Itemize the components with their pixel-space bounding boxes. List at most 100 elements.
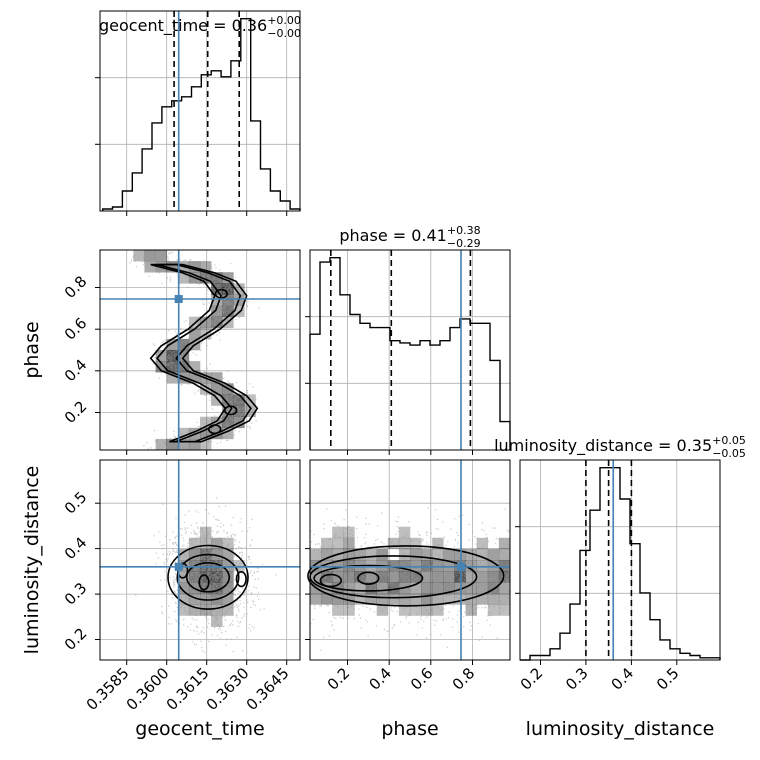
density-cell (233, 305, 245, 317)
contour-peak (198, 574, 210, 591)
density-cell (343, 548, 355, 561)
density-cell (177, 593, 190, 605)
density-cell (200, 416, 212, 429)
density-cell (244, 405, 256, 417)
density-cell (222, 427, 234, 440)
panel-luminosity_distance-vs-luminosity_distance (519, 459, 721, 661)
density-cell (343, 537, 355, 550)
contour-peak (357, 571, 380, 585)
density-cell (144, 250, 156, 262)
density-cell (144, 261, 156, 273)
density-cell (376, 571, 389, 583)
truth-marker (457, 562, 465, 571)
density-cell (354, 582, 366, 594)
x-tick-label: 0.3645 (243, 664, 293, 714)
x-axis-label-phase: phase (381, 718, 438, 740)
density-cell (321, 582, 333, 594)
density-cell (188, 571, 201, 583)
histogram-phase (309, 257, 511, 450)
density-cell (200, 438, 212, 451)
density-cell (498, 593, 511, 605)
contour-inner (185, 561, 231, 593)
contour-peak (319, 573, 342, 588)
density-cell (211, 615, 223, 627)
density-cell (432, 604, 444, 616)
truth-marker (174, 295, 183, 303)
density-cell (398, 548, 411, 561)
panel-geocent_time-vs-geocent_time (99, 10, 301, 212)
density-cell (410, 582, 422, 594)
density-cell (398, 571, 411, 583)
title-minus: −0.29 (447, 237, 481, 250)
density-cell (498, 604, 511, 616)
x-tick-label: 0.3615 (163, 664, 213, 714)
density-cell (177, 548, 190, 561)
density-cell (222, 305, 234, 317)
y-axis-label-luminosity_distance: luminosity_distance (21, 466, 43, 655)
density-cell (487, 593, 500, 605)
density-cell (222, 548, 234, 561)
y-tick-label: 0.2 (61, 397, 91, 427)
x-tick-label: 0.2 (324, 664, 354, 694)
title-main: luminosity_distance = 0.35 (494, 436, 712, 456)
y-tick-label: 0.3 (61, 579, 91, 609)
density-cell (498, 537, 511, 550)
density-cell (200, 526, 212, 539)
x-axis-label-geocent_time: geocent_time (135, 718, 264, 740)
density-cell (465, 560, 477, 572)
density-cell (188, 537, 201, 550)
labels-layer: geocent_time phase luminosity_distancephas… (21, 14, 746, 740)
density-cell (222, 394, 234, 406)
density-cell (332, 593, 344, 605)
density-cell (376, 582, 389, 594)
density-cell (465, 604, 477, 616)
density-cell (310, 560, 322, 572)
x-tick-label: 0.2 (517, 664, 547, 694)
contour-peak (235, 570, 247, 588)
density-cell (188, 261, 201, 273)
density-cell (487, 571, 500, 583)
density-cell (321, 537, 333, 550)
density-cell (398, 537, 411, 550)
density-cell (365, 548, 377, 561)
density-cell (365, 593, 377, 605)
x-tick-label: 0.4 (608, 664, 638, 694)
density-cell (410, 537, 422, 550)
density-cell (376, 593, 389, 605)
density-cell (410, 560, 422, 572)
title-minus: −0.00 (267, 27, 301, 40)
x-tick-label: 0.6 (407, 664, 437, 694)
density-cell (155, 438, 167, 451)
density-cell (421, 548, 433, 561)
density-cell (454, 548, 466, 561)
y-tick-label: 0.5 (61, 488, 91, 518)
density-cell (387, 537, 400, 550)
density-cell (310, 571, 322, 583)
density-cell (354, 593, 366, 605)
density-cell (211, 537, 223, 550)
density-cell (200, 427, 212, 440)
density-cell (376, 548, 389, 561)
density-cell (398, 593, 411, 605)
density-cell (398, 560, 411, 572)
density-cell (233, 394, 245, 406)
density-cell (410, 593, 422, 605)
density-cell (443, 548, 455, 561)
density-cell (177, 438, 190, 451)
quantile-and-truth-lines (100, 11, 633, 660)
density-cell (321, 593, 333, 605)
contour-level-2 (156, 263, 252, 443)
y-axis-label-phase: phase (21, 321, 43, 378)
density-cell (454, 593, 466, 605)
density-cell (398, 526, 411, 539)
density-cell (133, 250, 145, 262)
contour-level-1 (149, 263, 259, 443)
density-cell (211, 582, 223, 594)
density-cell (222, 560, 234, 572)
x-tick-label: 0.8 (449, 664, 479, 694)
density-cell (310, 593, 322, 605)
density-cell (200, 604, 212, 616)
panel-luminosity_distance-vs-phase (309, 459, 511, 661)
title-luminosity_distance: luminosity_distance = 0.35+0.05 −0.05 (494, 434, 746, 460)
